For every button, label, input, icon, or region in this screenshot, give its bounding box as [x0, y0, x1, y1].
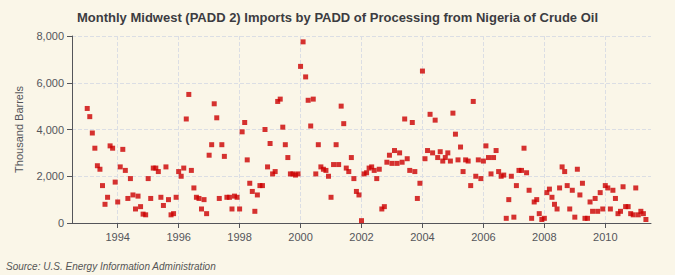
svg-text:6,000: 6,000	[36, 77, 64, 89]
svg-text:2008: 2008	[532, 231, 556, 243]
svg-text:8,000: 8,000	[36, 30, 64, 42]
svg-text:1994: 1994	[105, 231, 129, 243]
svg-text:Monthly Midwest (PADD 2) Impor: Monthly Midwest (PADD 2) Imports by PADD…	[77, 10, 598, 25]
svg-text:2000: 2000	[288, 231, 312, 243]
svg-text:2,000: 2,000	[36, 170, 64, 182]
svg-text:2006: 2006	[471, 231, 495, 243]
svg-text:Source: U.S. Energy Informatio: Source: U.S. Energy Information Administ…	[6, 261, 216, 272]
svg-text:4,000: 4,000	[36, 124, 64, 136]
svg-text:1996: 1996	[166, 231, 190, 243]
svg-text:0: 0	[58, 217, 64, 229]
svg-text:2010: 2010	[593, 231, 617, 243]
svg-text:2002: 2002	[349, 231, 373, 243]
svg-text:Thousand Barrels: Thousand Barrels	[13, 86, 25, 173]
svg-text:2004: 2004	[410, 231, 434, 243]
svg-text:1998: 1998	[227, 231, 251, 243]
